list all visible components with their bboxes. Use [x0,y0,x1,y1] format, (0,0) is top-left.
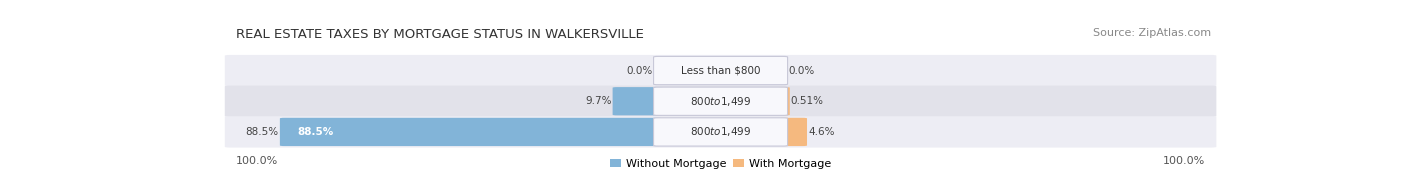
Text: REAL ESTATE TAXES BY MORTGAGE STATUS IN WALKERSVILLE: REAL ESTATE TAXES BY MORTGAGE STATUS IN … [236,28,644,41]
FancyBboxPatch shape [225,116,1216,148]
Text: 0.0%: 0.0% [789,65,815,75]
Text: $800 to $1,499: $800 to $1,499 [690,125,751,138]
FancyBboxPatch shape [225,86,1216,117]
Text: 0.0%: 0.0% [626,65,652,75]
Text: Source: ZipAtlas.com: Source: ZipAtlas.com [1092,28,1211,38]
FancyBboxPatch shape [779,118,807,146]
Text: 100.0%: 100.0% [1163,156,1205,166]
Text: $800 to $1,499: $800 to $1,499 [690,95,751,108]
Text: 88.5%: 88.5% [297,127,333,137]
FancyBboxPatch shape [280,118,662,146]
Text: 100.0%: 100.0% [236,156,278,166]
Text: 0.51%: 0.51% [790,96,824,106]
FancyBboxPatch shape [225,55,1216,86]
FancyBboxPatch shape [654,118,787,146]
FancyBboxPatch shape [613,87,662,115]
FancyBboxPatch shape [654,87,787,115]
Text: 4.6%: 4.6% [808,127,835,137]
Text: 88.5%: 88.5% [246,127,278,137]
Legend: Without Mortgage, With Mortgage: Without Mortgage, With Mortgage [610,159,831,169]
Text: 9.7%: 9.7% [585,96,612,106]
FancyBboxPatch shape [654,56,787,85]
FancyBboxPatch shape [779,87,790,115]
Text: Less than $800: Less than $800 [681,65,761,75]
